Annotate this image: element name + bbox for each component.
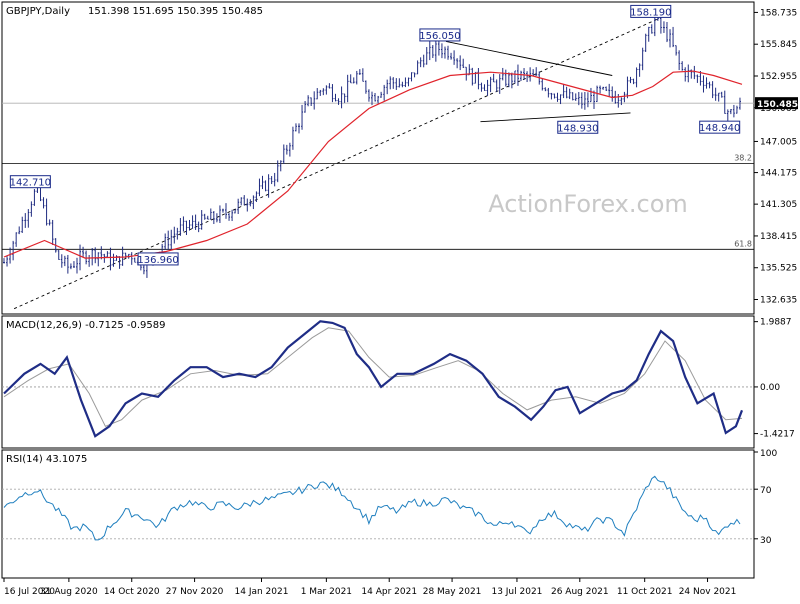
x-axis-tick-label: 11 Oct 2021 <box>617 587 673 597</box>
price-panel-frame <box>1 1 755 315</box>
x-axis-tick-label: 26 Aug 2021 <box>551 587 609 597</box>
price-annotation-label: 136.960 <box>137 255 178 266</box>
macd-y-tick-label: 1.9887 <box>760 318 792 328</box>
price-y-tick-label: 141.305 <box>760 200 797 210</box>
rsi-title: RSI(14) 43.1075 <box>6 454 87 465</box>
x-axis-tick-label: 1 Mar 2021 <box>301 587 352 597</box>
watermark: ActionForex.com <box>488 190 688 218</box>
rsi-panel-frame <box>1 449 755 579</box>
x-axis-tick-label: 13 Jul 2021 <box>491 587 542 597</box>
x-axis-tick-label: 14 Oct 2020 <box>104 587 160 597</box>
macd-title: MACD(12,26,9) -0.7125 -0.9589 <box>6 320 166 331</box>
trendline <box>480 112 631 123</box>
x-axis-tick-label: 24 Nov 2021 <box>679 587 737 597</box>
price-annotation-label: 148.930 <box>557 123 598 134</box>
current-price-label: 150.485 <box>757 100 798 110</box>
current-price-badge <box>755 97 798 110</box>
price-annotation-box <box>557 120 599 134</box>
price-y-tick-label: 144.175 <box>760 169 797 179</box>
x-axis-tick-label: 14 Apr 2021 <box>361 587 417 597</box>
rsi-y-tick-label: 30 <box>760 536 772 546</box>
price-y-tick-label: 135.525 <box>760 264 797 274</box>
price-annotation-label: 142.710 <box>10 178 51 189</box>
price-y-tick-label: 158.735 <box>760 8 797 18</box>
x-axis-tick-label: 27 Nov 2020 <box>166 587 224 597</box>
x-axis-tick-label: 16 Jul 2020 <box>4 587 55 597</box>
price-annotation-label: 158.190 <box>630 7 671 18</box>
macd-y-tick-label: -1.4217 <box>760 430 795 440</box>
price-annotation-box <box>630 4 672 18</box>
rsi-line <box>3 475 741 541</box>
trendline <box>445 40 613 76</box>
price-y-tick-label: 138.415 <box>760 232 797 242</box>
price-annotation-box <box>137 252 179 266</box>
rsi-y-tick-label: 100 <box>760 449 777 459</box>
macd-y-tick-label: 0.00 <box>760 383 780 393</box>
ohlc-header: 151.398 151.695 150.395 150.485 <box>88 6 263 17</box>
rsi-y-tick-label: 70 <box>760 486 772 496</box>
x-axis-tick-label: 14 Jan 2021 <box>235 587 289 597</box>
price-annotation-box <box>9 175 51 189</box>
price-chart-title: GBPJPY,Daily <box>6 6 70 17</box>
price-annotation-box <box>419 28 461 42</box>
macd-line <box>3 320 744 438</box>
x-axis-tick-label: 31 Aug 2020 <box>40 587 98 597</box>
price-y-tick-label: 152.955 <box>760 72 797 82</box>
x-axis-tick-label: 28 May 2021 <box>423 587 482 597</box>
price-annotation-label: 148.940 <box>699 123 740 134</box>
price-annotation-label: 156.050 <box>419 31 460 42</box>
price-y-tick-label: 147.005 <box>760 137 797 147</box>
price-y-tick-label: 132.635 <box>760 296 797 306</box>
price-annotation-box <box>699 120 741 134</box>
price-y-tick-label: 155.845 <box>760 40 797 50</box>
macd-signal-line <box>3 327 743 427</box>
fib-level-label: 61.8 <box>734 239 752 248</box>
fib-level-label: 38.2 <box>734 154 752 163</box>
